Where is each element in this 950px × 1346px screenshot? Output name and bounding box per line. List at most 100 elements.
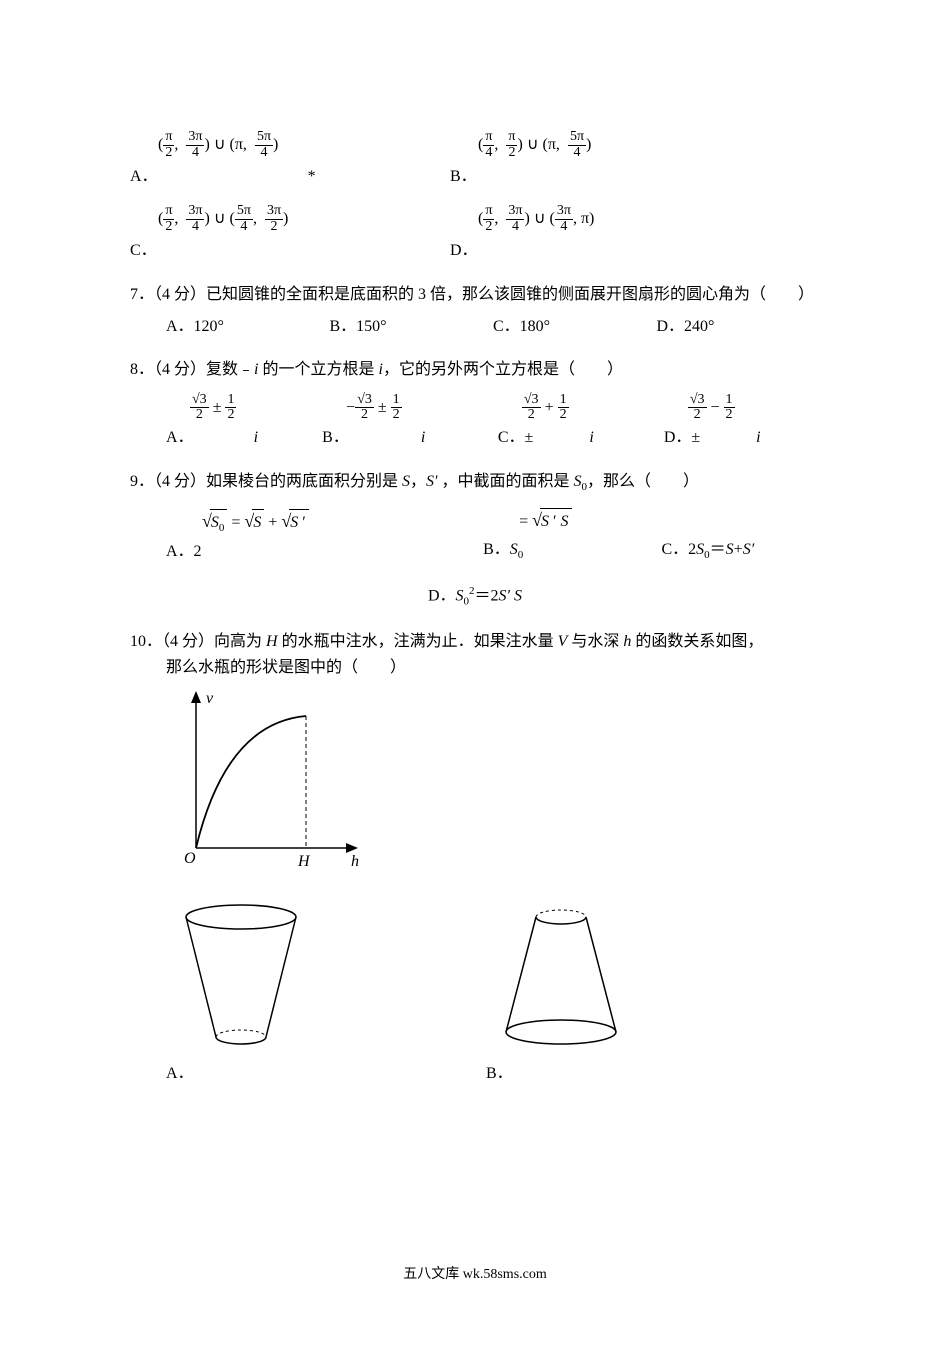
q6-row2: (π2, 3π4) ∪ (5π4, 3π2) C． (π2, 3π4) ∪ (3…: [130, 204, 820, 264]
q6-b-expr: (π4, π2) ∪ (π, 5π4): [478, 130, 591, 160]
q10-graph-O: O: [184, 850, 196, 867]
q9-a-letter: A．2: [166, 539, 483, 565]
q10-graph-H: H: [297, 853, 311, 870]
q9-c-eq: ＝: [710, 541, 726, 558]
q8-opt-c: √32 + 12 C．± i: [498, 393, 664, 451]
q10-graph: v O H h: [166, 688, 820, 887]
q8-options: √32 ± 12 A． i −√32 ± 12 B． i: [130, 393, 820, 451]
q10-mid2: 与水深: [567, 633, 623, 650]
q9-suffix: ，那么（ ）: [587, 473, 699, 490]
q9-b-expr: = S ′ S: [519, 506, 661, 535]
q7-opt-d: D．240°: [657, 314, 821, 340]
q9-opt-c: C．2S0＝S+S′: [661, 537, 820, 565]
q9-c-t1: S: [696, 541, 704, 558]
q10-shape-a-svg: [166, 897, 316, 1057]
question-8: 8．（4 分）复数﹣i 的一个立方根是 i，它的另外两个立方根是（ ） √32 …: [130, 357, 820, 451]
q6-option-d: (π2, 3π4) ∪ (3π4, π) D．: [450, 204, 770, 264]
question-7: 7．（4 分）已知圆锥的全面积是底面积的 3 倍，那么该圆锥的侧面展开图扇形的圆…: [130, 282, 820, 339]
q10-mid1: 的水瓶中注水，注满为止．如果注水量: [278, 633, 558, 650]
q9-d-sub1: 0: [464, 596, 470, 608]
q10-graph-v: v: [206, 690, 214, 707]
q6-a-note: *: [308, 164, 316, 190]
question-9: 9．（4 分）如果棱台的两底面积分别是 S，S′ ，中截面的面积是 S0，那么（…: [130, 469, 820, 611]
q8-opt-a: √32 ± 12 A． i: [166, 393, 322, 451]
q10-stem-line1: 10．（4 分）向高为 H 的水瓶中注水，注满为止．如果注水量 V 与水深 h …: [130, 629, 820, 655]
page: (π2, 3π4) ∪ (π, 5π4) A． * (π4, π2) ∪ (π,…: [0, 0, 950, 1346]
q8-d-letter: D．±: [664, 425, 700, 451]
q8-a-expr: √32 ± 12: [190, 393, 322, 423]
q9-d-t3: S: [514, 587, 522, 604]
q9-options-row1: S0 = S + S ′ A．2 = S ′ S B．S0 C．2S0＝S+S′: [130, 506, 820, 565]
q8-a-letter: A．: [166, 425, 194, 451]
q9-c-t2: S: [726, 541, 734, 558]
q10-prefix: 10．（4 分）向高为: [130, 633, 266, 650]
q6-d-letter: D．: [450, 236, 478, 264]
q9-b-sub: 0: [518, 549, 524, 561]
q7-opt-b: B．150°: [330, 314, 494, 340]
q10-shape-b: B．: [486, 897, 686, 1087]
q8-stem-suffix: ，它的另外两个立方根是（ ）: [383, 361, 623, 378]
q8-a-tail: i: [254, 425, 258, 451]
q10-stem-line2: 那么水瓶的形状是图中的（ ）: [130, 655, 820, 681]
q6-d-expr: (π2, 3π4) ∪ (3π4, π): [478, 204, 594, 234]
q9-b-letter: B．: [483, 541, 510, 558]
q10-H: H: [266, 633, 278, 650]
q9-S0: S: [574, 473, 582, 490]
q10-mid3: 的函数关系如图，: [631, 633, 763, 650]
q8-b-letter: B．: [322, 425, 349, 451]
q10-shapes-row: A． B．: [130, 897, 820, 1087]
q8-stem-prefix: 8．（4 分）复数﹣: [130, 361, 254, 378]
q10-a-letter: A．: [166, 1061, 194, 1087]
q9-c-letter: C．2: [661, 541, 696, 558]
q9-c-t3: S′: [743, 541, 755, 558]
page-footer: 五八文库 wk.58sms.com: [0, 1264, 950, 1286]
q9-Sp: S′: [426, 473, 438, 490]
q6-c-expr: (π2, 3π4) ∪ (5π4, 3π2): [158, 204, 288, 234]
q9-c-plus: +: [734, 541, 743, 558]
q9-a-expr: S0 = S + S ′: [202, 507, 483, 538]
q8-c-letter: C．±: [498, 425, 533, 451]
q9-opt-d: D．S02＝2S′ S: [130, 583, 820, 611]
q7-options: A．120° B．150° C．180° D．240°: [130, 314, 820, 340]
q9-comma: ，: [410, 473, 426, 490]
q10-shape-a: A．: [166, 897, 486, 1087]
q8-d-expr: √32 − 12: [688, 393, 820, 423]
q8-b-expr: −√32 ± 12: [346, 393, 498, 423]
q6-a-expr: (π2, 3π4) ∪ (π, 5π4): [158, 130, 278, 160]
q6-option-b: (π4, π2) ∪ (π, 5π4) B．: [450, 130, 770, 190]
q10-V: V: [558, 633, 568, 650]
q9-stem: 9．（4 分）如果棱台的两底面积分别是 S，S′ ，中截面的面积是 S0，那么（…: [130, 469, 820, 497]
q10-shape-b-svg: [486, 897, 636, 1057]
q9-opt-a: S0 = S + S ′ A．2: [166, 507, 483, 565]
q9-b-text: S: [510, 541, 518, 558]
q9-d-eq: ＝2: [475, 587, 499, 604]
q6-row1: (π2, 3π4) ∪ (π, 5π4) A． * (π4, π2) ∪ (π,…: [130, 130, 820, 190]
q7-opt-a: A．120°: [166, 314, 330, 340]
q9-d-t2: S′: [499, 587, 511, 604]
question-10: 10．（4 分）向高为 H 的水瓶中注水，注满为止．如果注水量 V 与水深 h …: [130, 629, 820, 1086]
q6-a-letter: A．: [130, 162, 158, 190]
q7-stem: 7．（4 分）已知圆锥的全面积是底面积的 3 倍，那么该圆锥的侧面展开图扇形的圆…: [130, 282, 820, 308]
q8-d-tail: i: [756, 425, 760, 451]
q9-d-letter: D．: [428, 587, 456, 604]
q8-b-tail: i: [421, 425, 425, 451]
q8-opt-b: −√32 ± 12 B． i: [322, 393, 498, 451]
q6-b-letter: B．: [450, 162, 477, 190]
q6-option-a: (π2, 3π4) ∪ (π, 5π4) A． *: [130, 130, 450, 190]
q9-d-t1: S: [456, 587, 464, 604]
q9-S: S: [402, 473, 410, 490]
q8-c-expr: √32 + 12: [522, 393, 664, 423]
q7-opt-c: C．180°: [493, 314, 657, 340]
q9-prefix: 9．（4 分）如果棱台的两底面积分别是: [130, 473, 402, 490]
q9-mid: ，中截面的面积是: [438, 473, 574, 490]
q6-c-letter: C．: [130, 236, 157, 264]
q9-opt-b: = S ′ S B．S0: [483, 506, 661, 565]
q8-c-tail: i: [589, 425, 593, 451]
q6-option-c: (π2, 3π4) ∪ (5π4, 3π2) C．: [130, 204, 450, 264]
q10-graph-h: h: [351, 853, 359, 870]
q10-b-letter: B．: [486, 1061, 513, 1087]
q10-graph-svg: v O H h: [166, 688, 366, 878]
q8-stem: 8．（4 分）复数﹣i 的一个立方根是 i，它的另外两个立方根是（ ）: [130, 357, 820, 383]
q8-stem-mid: 的一个立方根是: [262, 361, 378, 378]
q8-opt-d: √32 − 12 D．± i: [664, 393, 820, 451]
